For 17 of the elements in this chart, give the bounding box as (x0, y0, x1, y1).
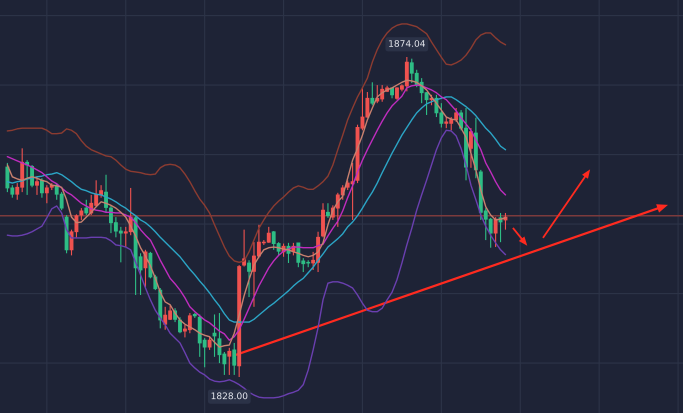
candlestick (35, 178, 39, 196)
annotation: 1828.00 (212, 392, 248, 400)
annotation: 1874.04 (389, 40, 425, 47)
candlestick (232, 342, 236, 376)
candlestick (79, 208, 84, 220)
candlestick (326, 202, 330, 218)
candlestick (40, 178, 44, 198)
candlestick (208, 336, 212, 350)
candlestick (44, 184, 49, 204)
candlestick (84, 199, 88, 216)
candlestick (178, 316, 182, 334)
candlestick (247, 260, 251, 298)
candlestick (227, 347, 232, 376)
candlestick (469, 128, 473, 168)
candlestick (370, 82, 374, 106)
candlestick (212, 314, 216, 358)
candlestick (494, 216, 498, 248)
